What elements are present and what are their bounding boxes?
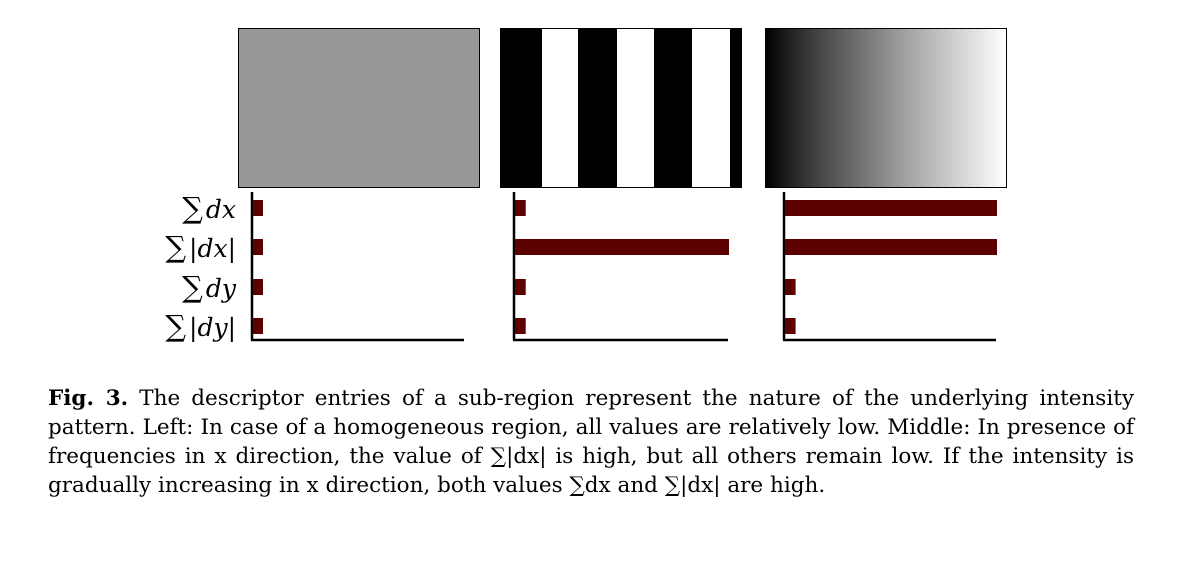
bar-3-4 <box>785 318 796 334</box>
figure-caption: Fig. 3. The descriptor entries of a sub-… <box>48 384 1134 500</box>
bar-chart-2 <box>512 192 729 342</box>
bar-2-4 <box>515 318 526 334</box>
bar-1-3 <box>253 279 263 295</box>
caption-label: Fig. 3. <box>48 386 129 411</box>
bar-3-1 <box>785 200 997 216</box>
row-label-sum-abs-dx: ∑ |dx| <box>165 230 236 264</box>
caption-text: The descriptor entries of a sub-region r… <box>48 386 1134 498</box>
bar-1-1 <box>253 200 263 216</box>
bar-charts-svg <box>250 192 997 342</box>
bar-1-4 <box>253 318 263 334</box>
bar-chart-1 <box>250 192 464 342</box>
row-label-sum-dy: ∑ dy <box>182 270 236 304</box>
bar-2-2 <box>515 239 729 255</box>
figure: ∑ dx ∑ |dx| ∑ dy ∑ |dy| <box>165 28 1007 343</box>
bar-2-3 <box>515 279 526 295</box>
bar-3-3 <box>785 279 796 295</box>
gradient-patch-image <box>765 28 1007 188</box>
row-label-sum-abs-dy: ∑ |dy| <box>165 309 236 343</box>
row-label-sum-dx: ∑ dx <box>182 191 236 225</box>
stripes-patch-image <box>500 28 742 188</box>
bar-chart-3 <box>782 192 997 342</box>
bar-3-2 <box>785 239 997 255</box>
homogeneous-patch-image <box>238 28 480 188</box>
bar-2-1 <box>515 200 526 216</box>
bar-1-2 <box>253 239 263 255</box>
